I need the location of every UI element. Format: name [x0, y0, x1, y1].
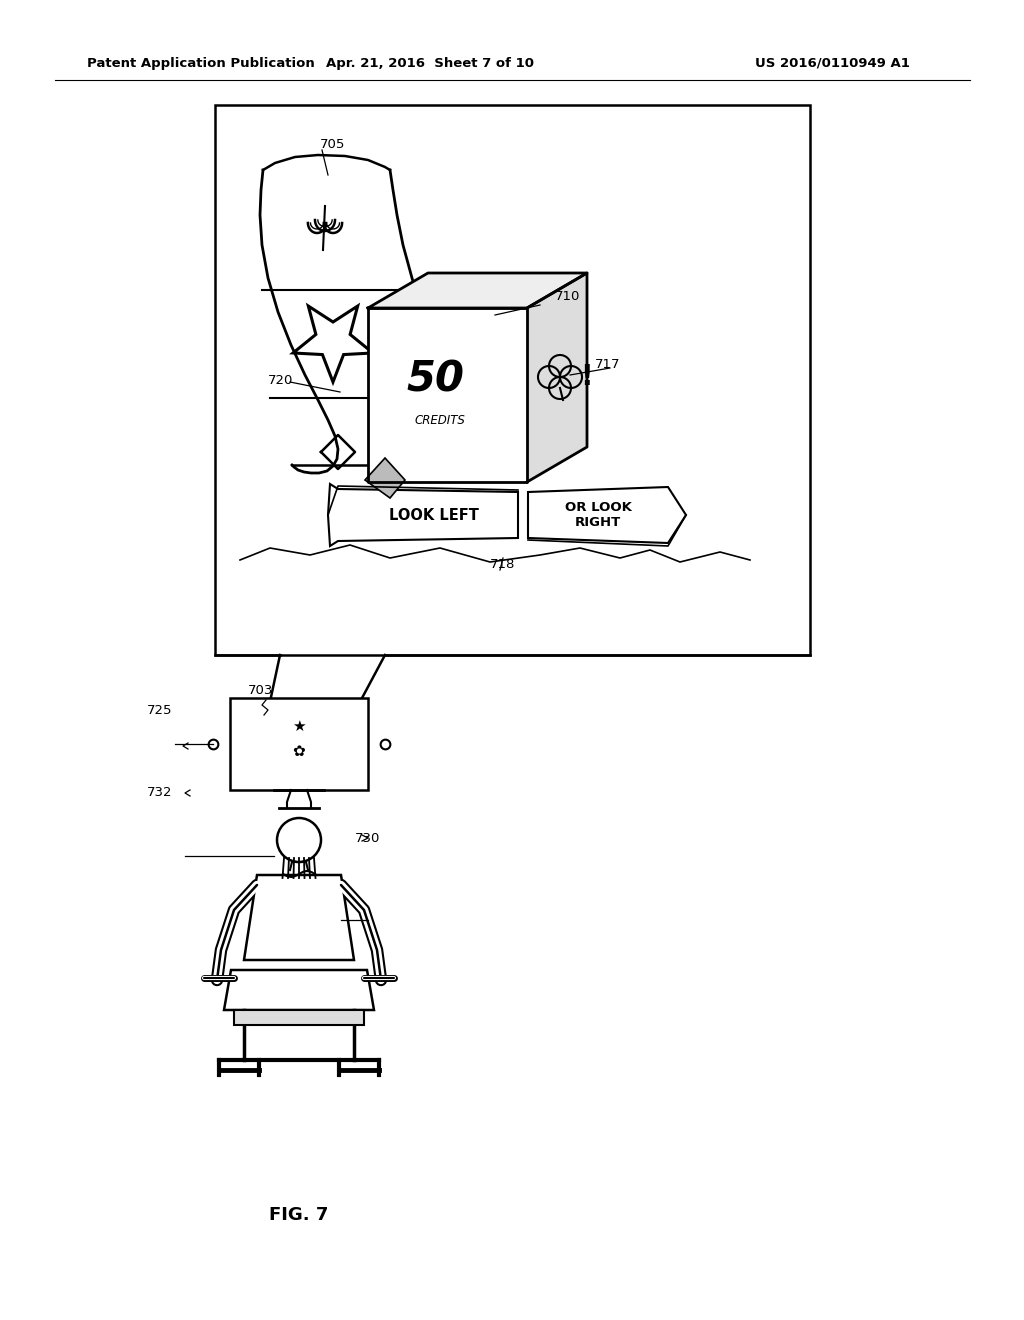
Polygon shape: [328, 484, 518, 546]
Text: 720: 720: [268, 374, 293, 387]
Polygon shape: [368, 308, 527, 482]
Text: 730: 730: [355, 832, 380, 845]
Text: US 2016/0110949 A1: US 2016/0110949 A1: [755, 57, 910, 70]
Bar: [230, 698, 368, 789]
Polygon shape: [260, 170, 461, 473]
Text: ✿: ✿: [293, 744, 305, 759]
Text: FIG. 7: FIG. 7: [269, 1206, 329, 1224]
Text: 717: 717: [595, 359, 621, 371]
Text: 725: 725: [147, 704, 172, 717]
Polygon shape: [224, 970, 374, 1010]
Text: LOOK LEFT: LOOK LEFT: [389, 507, 479, 523]
Text: Apr. 21, 2016  Sheet 7 of 10: Apr. 21, 2016 Sheet 7 of 10: [326, 57, 534, 70]
Text: ★: ★: [292, 718, 306, 734]
Text: 732: 732: [147, 787, 172, 800]
Text: 703: 703: [248, 684, 273, 697]
Text: OR LOOK
RIGHT: OR LOOK RIGHT: [564, 502, 632, 529]
Polygon shape: [368, 273, 587, 308]
Polygon shape: [244, 875, 354, 960]
Text: CREDITS: CREDITS: [415, 413, 466, 426]
Bar: [215, 106, 810, 655]
Text: Patent Application Publication: Patent Application Publication: [87, 57, 314, 70]
Polygon shape: [527, 273, 587, 482]
Polygon shape: [293, 306, 373, 381]
Circle shape: [278, 818, 321, 862]
Text: 50: 50: [406, 359, 464, 401]
Text: !: !: [580, 363, 592, 391]
Polygon shape: [234, 1010, 364, 1026]
Text: 718: 718: [490, 558, 516, 572]
Polygon shape: [528, 487, 686, 543]
Text: 710: 710: [555, 290, 581, 304]
Text: 705: 705: [319, 139, 345, 152]
Polygon shape: [365, 458, 406, 498]
